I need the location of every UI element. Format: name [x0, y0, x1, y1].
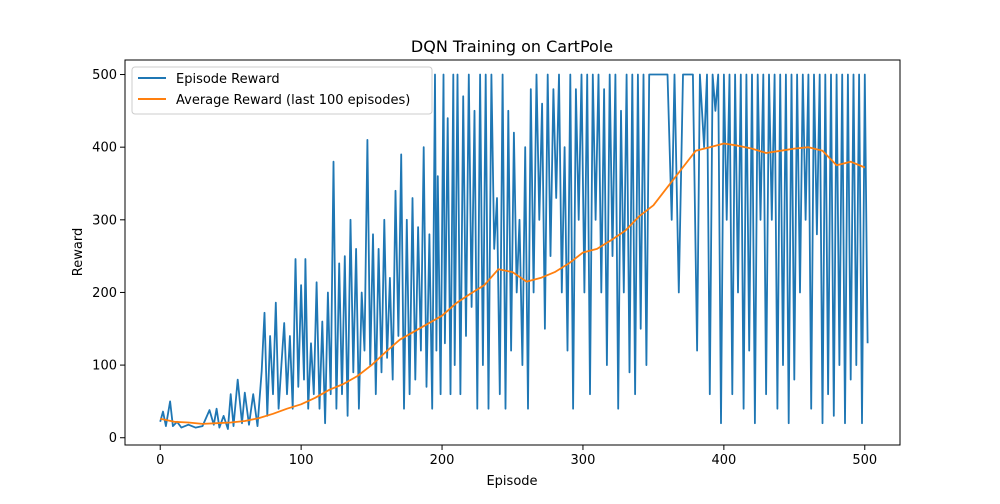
legend-box: [131, 66, 433, 115]
legend-label-average-reward: Average Reward (last 100 episodes): [176, 93, 410, 108]
x-axis-ticks: 0 100 200 300 400 500: [156, 445, 877, 468]
y-axis-label: Reward: [71, 228, 86, 276]
plot-frame: [124, 59, 901, 446]
series-line-average-reward: [160, 142, 866, 425]
y-tick-label: 500: [92, 68, 117, 83]
y-tick-label: 0: [109, 431, 117, 446]
legend-label-episode-reward: Episode Reward: [176, 72, 280, 87]
x-tick-label: 300: [571, 453, 596, 468]
x-tick-label: 200: [430, 453, 455, 468]
x-tick-label: 400: [711, 453, 736, 468]
chart-title: DQN Training on CartPole: [411, 37, 613, 56]
y-axis-ticks: 0 100 200 300 400 500: [92, 68, 125, 446]
y-tick-label: 100: [92, 359, 117, 374]
legend: Episode Reward Average Reward (last 100 …: [131, 66, 433, 115]
x-axis-label: Episode: [486, 474, 537, 489]
plot-series: [159, 73, 869, 430]
x-tick-label: 0: [156, 453, 164, 468]
x-tick-label: 500: [852, 453, 877, 468]
y-tick-label: 300: [92, 213, 117, 228]
y-tick-label: 400: [92, 141, 117, 156]
y-tick-label: 200: [92, 286, 117, 301]
series-line-episode-reward: [159, 73, 869, 430]
x-tick-label: 100: [289, 453, 314, 468]
